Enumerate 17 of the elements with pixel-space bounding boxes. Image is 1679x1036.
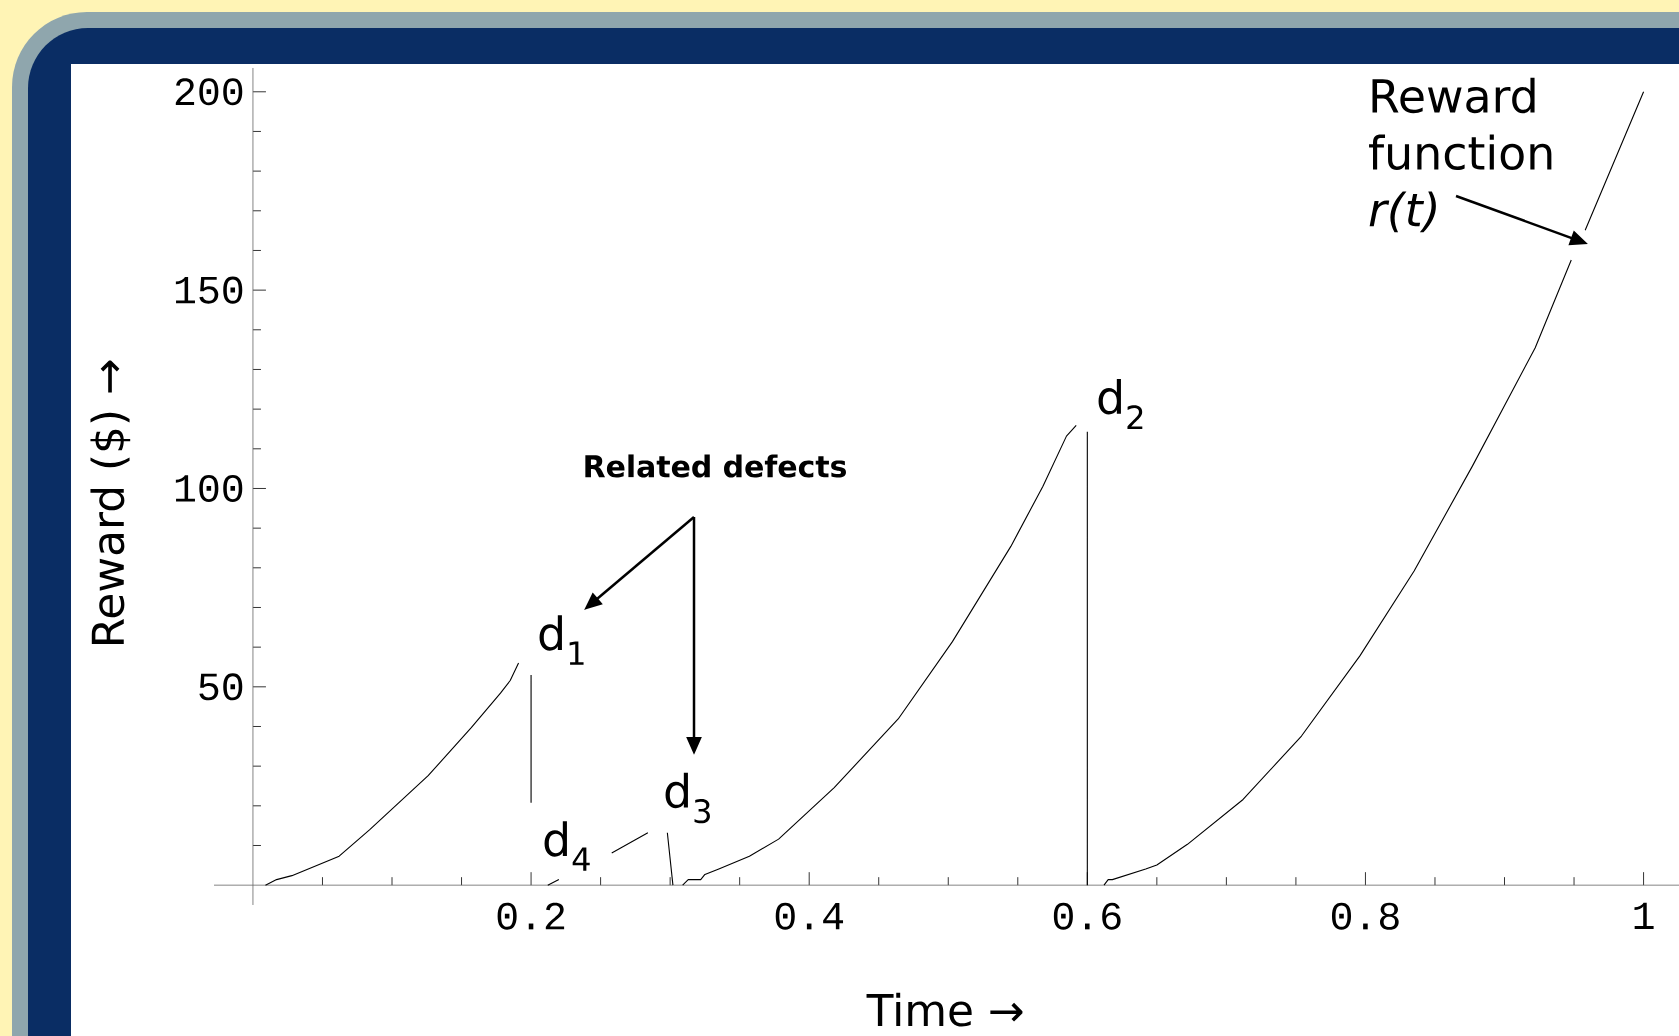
- annotation: d$_{2}$: [1098, 378, 1143, 430]
- x-tick-label: 1: [1634, 902, 1654, 929]
- x-axis-title: Time →: [866, 992, 1023, 1027]
- x-tick-label: 0.6: [1053, 902, 1121, 930]
- x-tick-label: 0.2: [497, 902, 565, 930]
- y-axis-title: Reward ($) →: [90, 360, 131, 644]
- annotation: Related defects: [585, 454, 846, 478]
- y-tick-label: 200: [175, 78, 243, 106]
- x-tick-label: 0.4: [775, 902, 844, 930]
- annotation: d$_{1}$: [539, 615, 584, 665]
- annotation: d$_{3}$: [665, 772, 710, 824]
- y-tick-label: 150: [175, 276, 243, 304]
- annotation: Reward function r(t): [1369, 77, 1552, 233]
- y-tick-label: 100: [175, 474, 243, 502]
- x-tick-label: 0.8: [1331, 902, 1399, 930]
- annotation: d$_{4}$: [544, 821, 590, 871]
- y-tick-label: 50: [199, 673, 243, 701]
